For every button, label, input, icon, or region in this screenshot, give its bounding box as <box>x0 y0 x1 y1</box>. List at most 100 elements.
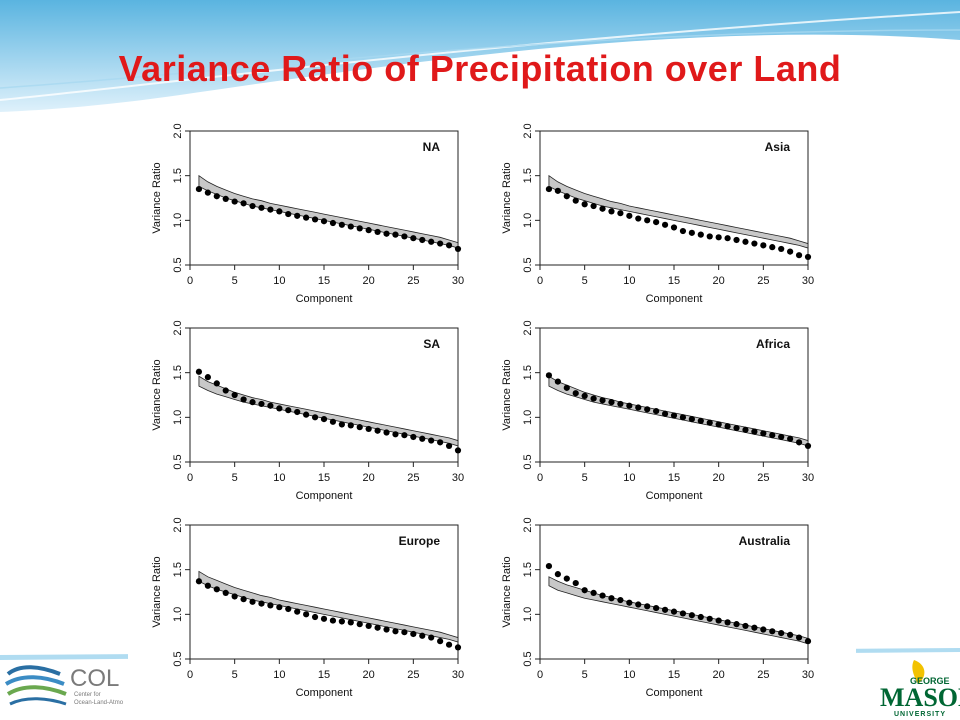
x-tick-label: 0 <box>187 275 193 287</box>
x-tick-label: 10 <box>623 275 635 287</box>
data-point <box>644 217 651 224</box>
data-point <box>751 428 758 435</box>
data-point <box>644 406 651 413</box>
data-point <box>706 233 713 240</box>
data-point <box>428 437 435 444</box>
confidence-band <box>548 174 809 249</box>
x-tick-label: 0 <box>537 472 543 484</box>
data-point <box>724 619 731 626</box>
top-swoosh-line-2 <box>0 29 960 89</box>
data-point <box>338 221 345 228</box>
data-point <box>428 238 435 245</box>
data-point <box>392 231 399 238</box>
data-point <box>581 392 588 399</box>
data-point <box>437 638 444 645</box>
data-point <box>213 380 220 387</box>
data-point <box>276 405 283 412</box>
data-point <box>347 619 354 626</box>
data-point <box>276 208 283 215</box>
data-point <box>617 400 624 408</box>
y-tick-label: 2.0 <box>172 517 184 532</box>
data-point <box>715 234 722 241</box>
wave-3 <box>6 685 67 696</box>
data-point <box>787 435 794 442</box>
data-point <box>778 245 785 253</box>
y-tick-label: 1.5 <box>522 168 534 183</box>
x-tick-label: 15 <box>668 275 680 287</box>
data-point <box>795 439 803 446</box>
data-point <box>445 242 453 249</box>
data-point <box>428 634 435 641</box>
data-point <box>383 230 390 237</box>
data-point <box>787 248 794 255</box>
wave-1 <box>6 665 61 676</box>
chart-europe: 0 5 10 15 20 25 30 0.5 1.0 1.5 2.0 Component Varianc… <box>151 517 464 699</box>
x-tick-label: 20 <box>363 472 375 484</box>
data-point <box>410 433 417 441</box>
data-point <box>626 212 633 219</box>
panel-na: 0 5 10 15 20 25 30 0.5 1.0 1.5 2.0 Component Varianc… <box>128 113 492 309</box>
data-point <box>697 417 704 425</box>
data-point <box>383 626 390 633</box>
data-point <box>661 606 669 613</box>
data-point <box>240 596 247 603</box>
data-point <box>599 205 606 212</box>
x-tick-label: 15 <box>668 669 680 681</box>
data-point <box>365 227 372 234</box>
region-label: NA <box>423 140 441 154</box>
region-label: Europe <box>399 534 441 548</box>
y-tick-label: 1.0 <box>522 607 534 622</box>
y-tick-label: 0.5 <box>172 454 184 469</box>
data-point <box>742 238 749 245</box>
x-tick-label: 25 <box>757 669 769 681</box>
x-tick-label: 10 <box>623 669 635 681</box>
y-tick-label: 1.5 <box>172 562 184 577</box>
data-point <box>653 604 660 612</box>
x-tick-label: 10 <box>273 472 285 484</box>
data-point <box>572 197 579 204</box>
data-point <box>804 253 812 261</box>
y-tick-label: 1.0 <box>522 213 534 228</box>
data-point <box>285 407 292 414</box>
data-point <box>294 212 301 219</box>
data-point <box>195 578 203 585</box>
data-point <box>267 206 274 213</box>
data-point <box>258 400 265 408</box>
x-tick-label: 30 <box>802 472 814 484</box>
data-point <box>572 579 579 587</box>
data-point <box>231 198 238 205</box>
data-point <box>392 628 399 635</box>
data-point <box>751 624 758 631</box>
y-tick-label: 2.0 <box>172 320 184 335</box>
data-point <box>733 424 740 432</box>
data-point <box>204 374 211 381</box>
gmu-text-bottom: UNIVERSITY <box>894 711 946 718</box>
data-point <box>454 245 462 253</box>
x-tick-label: 5 <box>232 669 238 681</box>
data-point <box>706 419 713 426</box>
data-point <box>804 638 812 645</box>
data-point <box>590 202 597 210</box>
x-tick-label: 5 <box>582 472 588 484</box>
data-point <box>679 610 687 617</box>
data-point <box>563 193 570 200</box>
data-point <box>545 562 553 570</box>
data-point <box>795 252 803 259</box>
data-point <box>778 629 785 637</box>
x-tick-label: 5 <box>232 472 238 484</box>
data-point <box>347 223 354 230</box>
data-point <box>320 615 328 622</box>
data-point <box>410 235 417 242</box>
y-tick-label: 0.5 <box>172 651 184 666</box>
data-point <box>778 433 785 441</box>
x-tick-label: 25 <box>407 275 419 287</box>
region-label: Asia <box>765 140 791 154</box>
data-point <box>653 407 660 415</box>
y-tick-label: 1.5 <box>522 365 534 380</box>
data-point <box>437 439 444 446</box>
data-point <box>356 225 363 232</box>
data-point <box>554 187 561 194</box>
x-tick-label: 0 <box>187 472 193 484</box>
data-point <box>311 414 319 421</box>
panel-africa: 0 5 10 15 20 25 30 0.5 1.0 1.5 2.0 Component Varianc… <box>478 310 842 506</box>
